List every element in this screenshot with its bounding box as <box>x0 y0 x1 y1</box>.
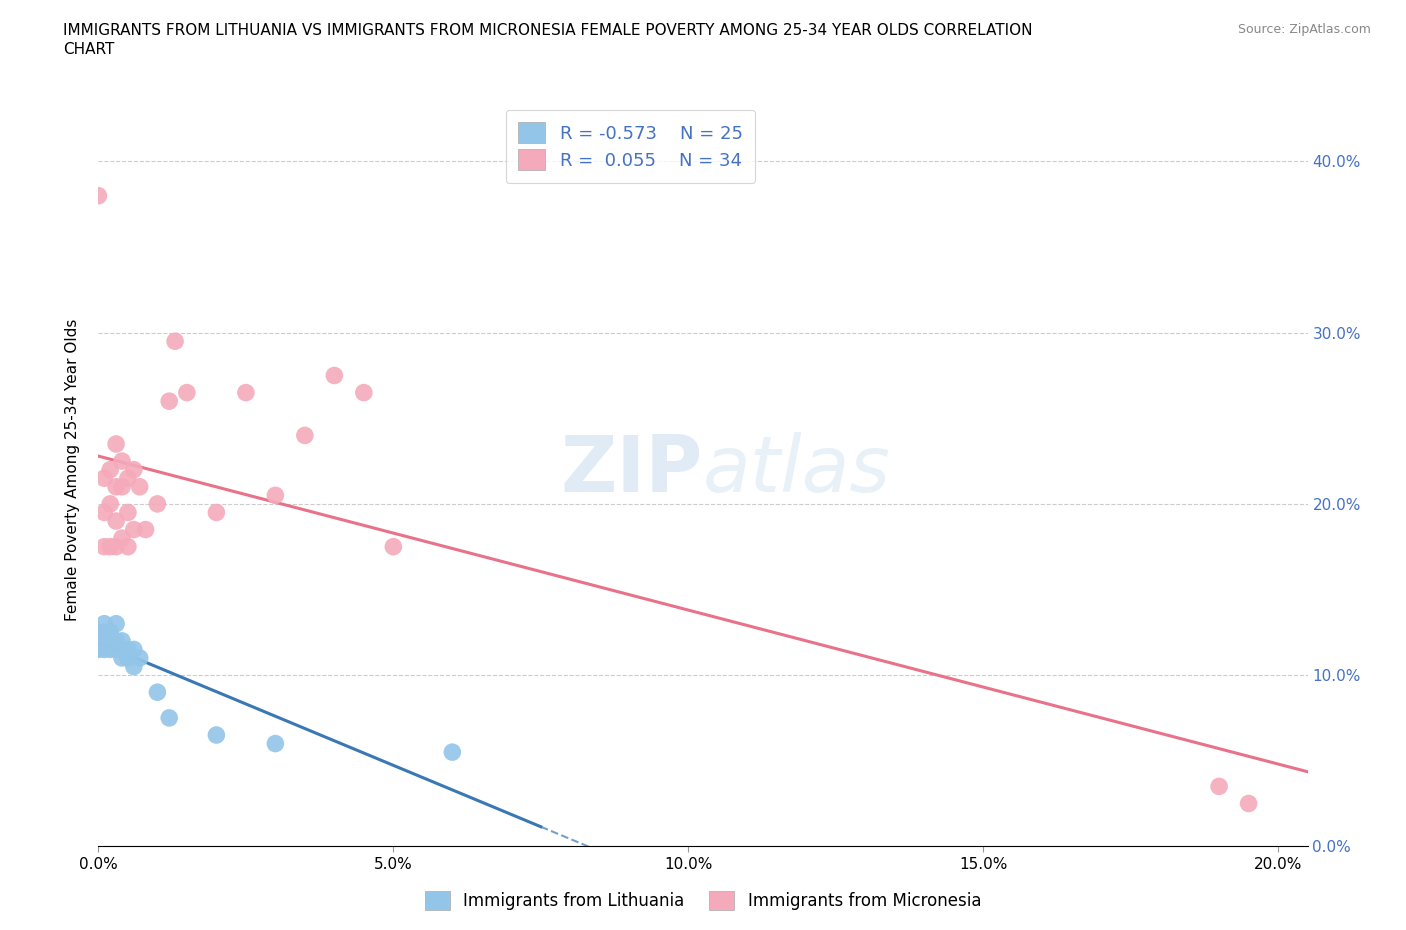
Point <box>117 471 139 485</box>
Point <box>382 539 405 554</box>
Point <box>93 633 115 648</box>
Point <box>146 497 169 512</box>
Text: Source: ZipAtlas.com: Source: ZipAtlas.com <box>1237 23 1371 36</box>
Text: CHART: CHART <box>63 42 115 57</box>
Point <box>93 625 115 640</box>
Point <box>117 651 139 666</box>
Point <box>264 737 287 751</box>
Point <box>264 488 287 503</box>
Point <box>441 745 464 760</box>
Point <box>157 393 180 408</box>
Point <box>122 462 145 477</box>
Point <box>111 633 134 648</box>
Point <box>98 462 121 477</box>
Point <box>117 505 139 520</box>
Point <box>93 539 115 554</box>
Point <box>135 522 157 537</box>
Point <box>1237 796 1260 811</box>
Point <box>165 334 187 349</box>
Point <box>117 642 139 657</box>
Point <box>98 497 121 512</box>
Point <box>93 617 115 631</box>
Point <box>235 385 257 400</box>
Point <box>87 633 110 648</box>
Point <box>105 539 128 554</box>
Point <box>98 642 121 657</box>
Text: atlas: atlas <box>703 432 891 508</box>
Y-axis label: Female Poverty Among 25-34 Year Olds: Female Poverty Among 25-34 Year Olds <box>65 318 80 621</box>
Point <box>111 651 134 666</box>
Point <box>1208 779 1230 794</box>
Point <box>122 659 145 674</box>
Point <box>323 368 346 383</box>
Point <box>205 505 228 520</box>
Point <box>98 633 121 648</box>
Legend: Immigrants from Lithuania, Immigrants from Micronesia: Immigrants from Lithuania, Immigrants fr… <box>418 884 988 917</box>
Point <box>294 428 316 443</box>
Point <box>205 727 228 742</box>
Point <box>176 385 198 400</box>
Point <box>117 539 139 554</box>
Point <box>87 642 110 657</box>
Point <box>105 633 128 648</box>
Point <box>122 522 145 537</box>
Text: IMMIGRANTS FROM LITHUANIA VS IMMIGRANTS FROM MICRONESIA FEMALE POVERTY AMONG 25-: IMMIGRANTS FROM LITHUANIA VS IMMIGRANTS … <box>63 23 1033 38</box>
Point <box>98 539 121 554</box>
Point <box>93 471 115 485</box>
Legend: R = -0.573    N = 25, R =  0.055    N = 34: R = -0.573 N = 25, R = 0.055 N = 34 <box>506 110 755 183</box>
Point <box>93 642 115 657</box>
Point <box>87 188 110 203</box>
Point <box>128 651 150 666</box>
Point <box>93 505 115 520</box>
Point <box>157 711 180 725</box>
Point <box>98 625 121 640</box>
Point <box>111 479 134 494</box>
Point <box>146 684 169 699</box>
Point <box>111 531 134 546</box>
Point <box>105 513 128 528</box>
Point <box>122 642 145 657</box>
Point <box>128 479 150 494</box>
Point <box>353 385 375 400</box>
Text: ZIP: ZIP <box>561 432 703 508</box>
Point <box>105 642 128 657</box>
Point <box>105 436 128 451</box>
Point <box>105 479 128 494</box>
Point <box>105 617 128 631</box>
Point <box>87 625 110 640</box>
Point <box>111 454 134 469</box>
